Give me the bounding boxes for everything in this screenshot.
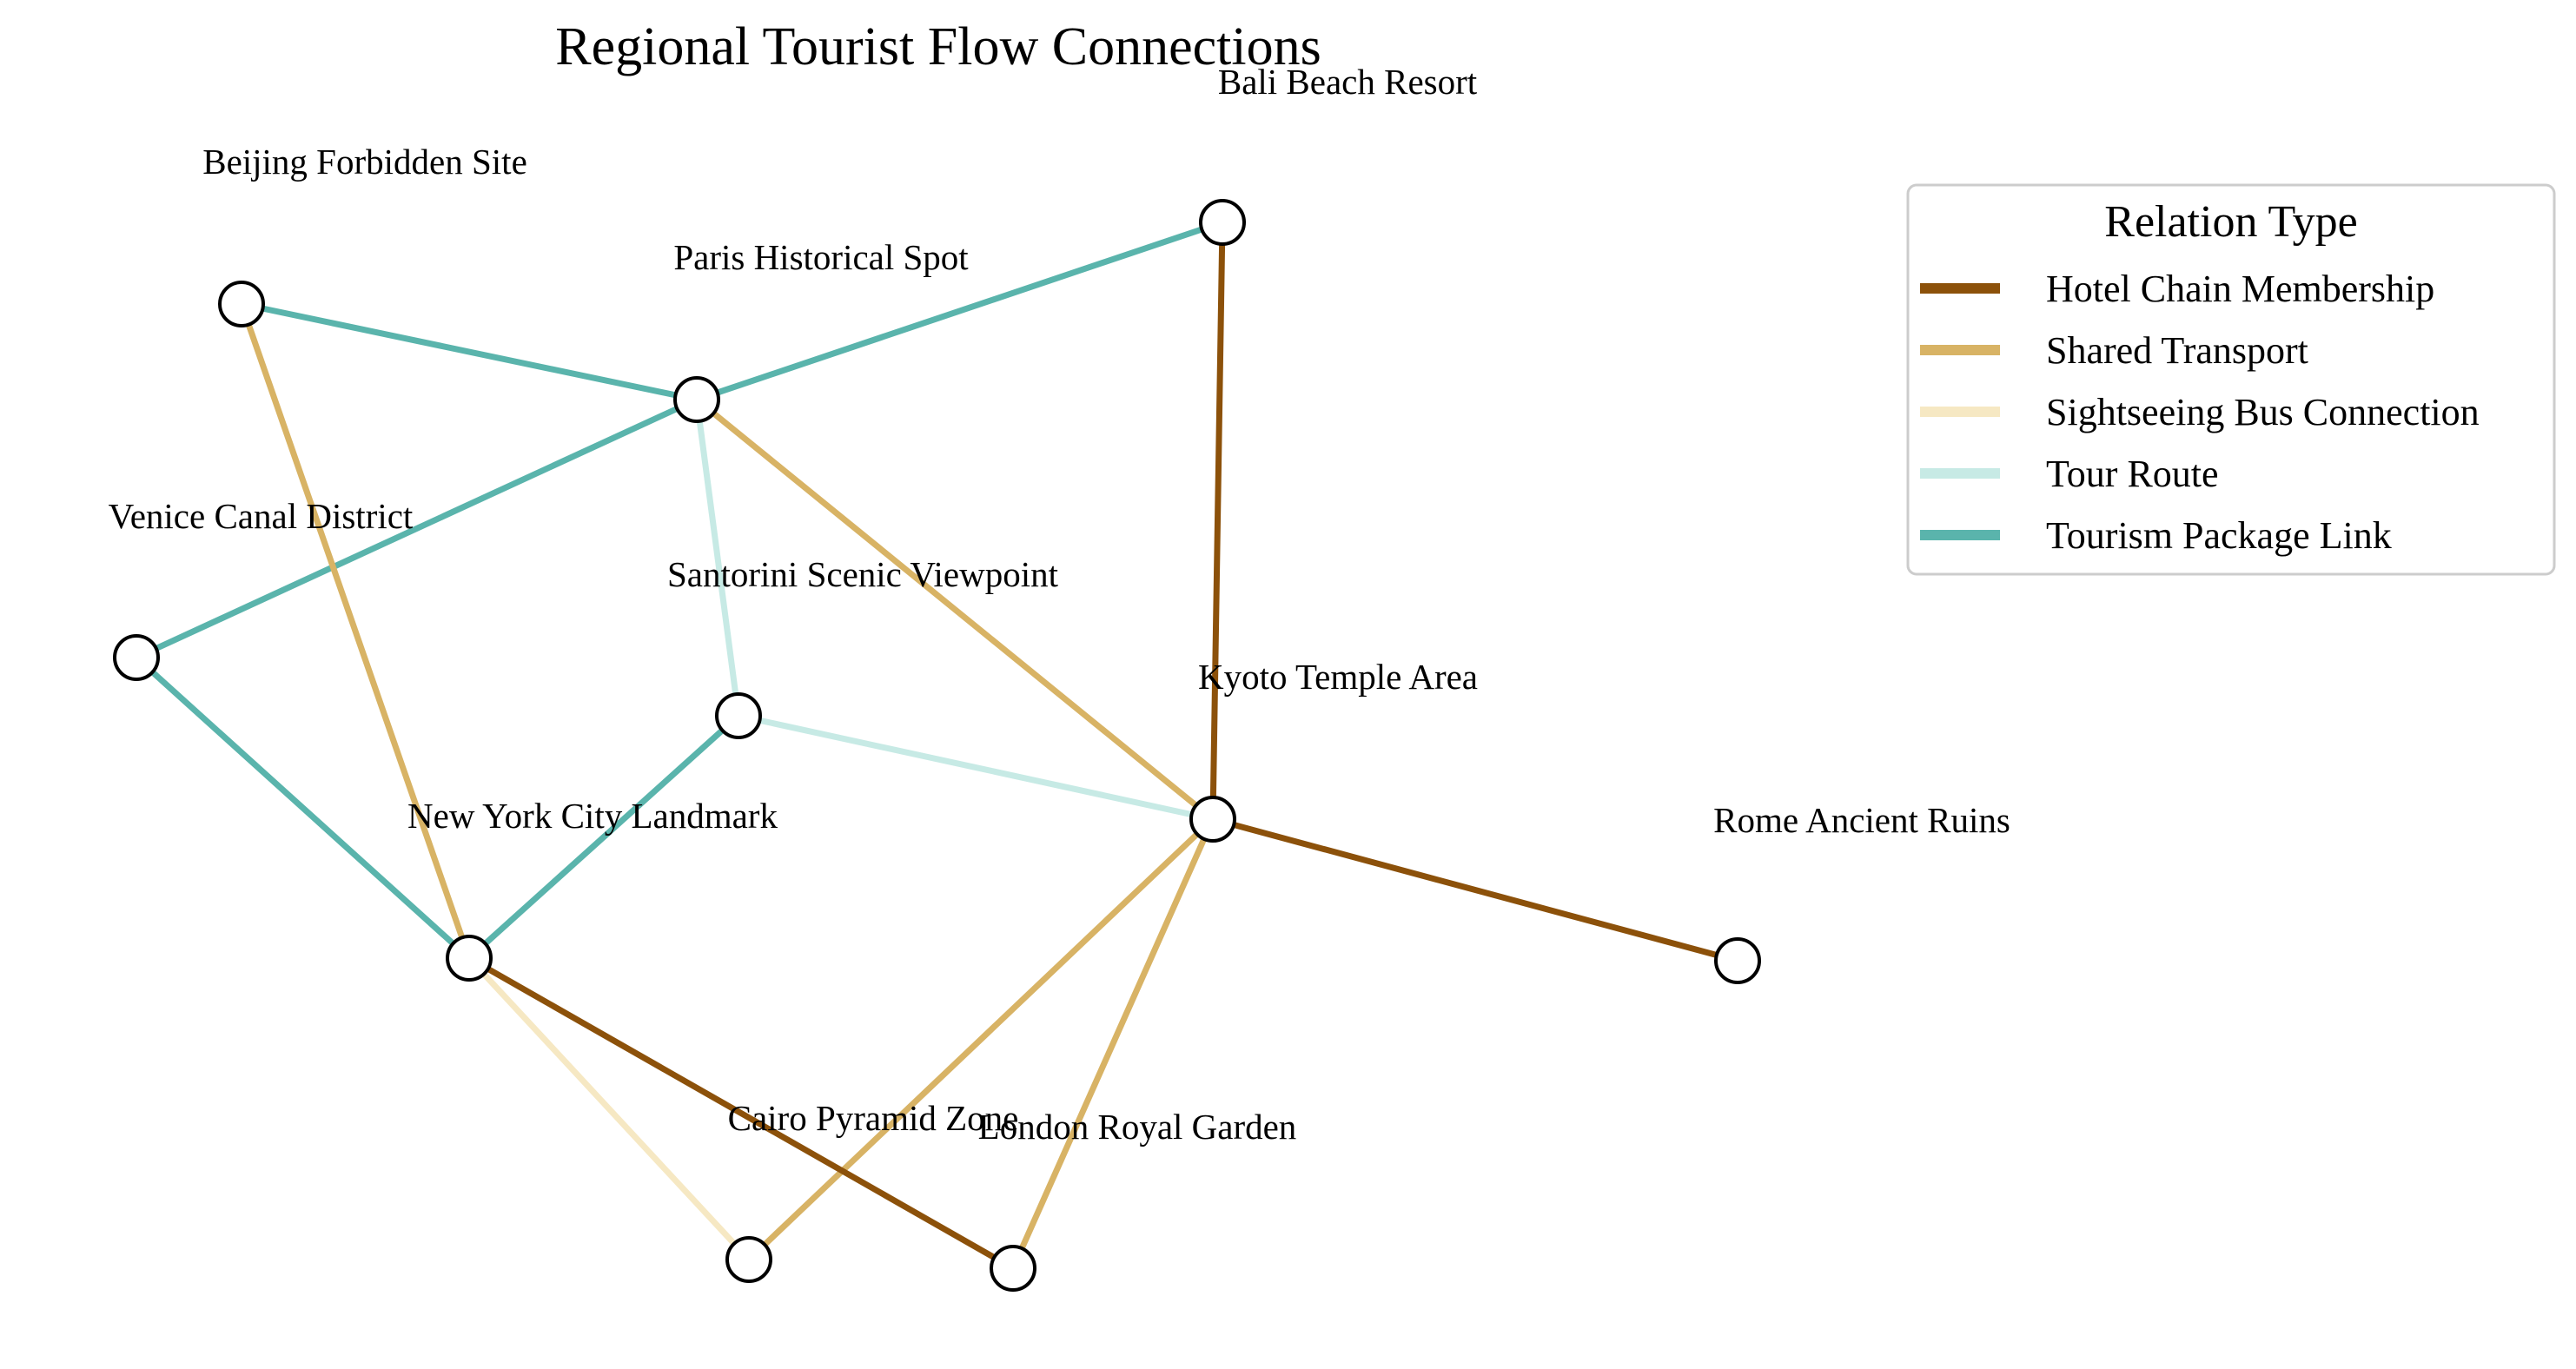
edge-kyoto-london — [1010, 816, 1216, 1272]
node-label-newyork: New York City Landmark — [407, 796, 778, 836]
legend-label-0: Hotel Chain Membership — [2046, 268, 2434, 310]
edge-paris-kyoto — [693, 396, 1216, 823]
node-beijing[interactable] — [218, 281, 265, 327]
edge-newyork-london — [466, 955, 1016, 1272]
node-venice[interactable] — [113, 634, 160, 681]
node-bali[interactable] — [1199, 199, 1246, 246]
legend-box — [1906, 183, 2556, 576]
legend-label-1: Shared Transport — [2046, 329, 2308, 372]
diagram-title: Regional Tourist Flow Connections — [555, 17, 1321, 76]
node-label-santorini: Santorini Scenic Viewpoint — [667, 554, 1059, 594]
edge-paris-venice — [133, 396, 700, 661]
edge-kyoto-cairo — [745, 816, 1216, 1263]
edge-kyoto-rome — [1209, 816, 1741, 964]
legend-items: Hotel Chain Membership Shared Transport Si… — [1920, 268, 2480, 557]
edge-beijing-paris — [238, 301, 700, 403]
node-paris[interactable] — [673, 376, 720, 423]
edge-paris-bali — [693, 219, 1226, 403]
node-london[interactable] — [990, 1245, 1036, 1292]
node-rome[interactable] — [1714, 937, 1761, 984]
edge-venice-newyork — [133, 654, 473, 962]
node-label-kyoto: Kyoto Temple Area — [1198, 657, 1478, 697]
edge-newyork-santorini — [466, 712, 742, 962]
edge-bali-kyoto — [1209, 219, 1226, 823]
edge-newyork-cairo — [466, 955, 752, 1263]
legend-label-4: Tourism Package Link — [2046, 514, 2392, 557]
node-newyork[interactable] — [446, 935, 493, 982]
node-label-rome: Rome Ancient Ruins — [1713, 800, 2010, 840]
node-label-paris: Paris Historical Spot — [673, 237, 969, 277]
node-label-cairo: Cairo Pyramid Zone — [728, 1098, 1019, 1138]
node-kyoto[interactable] — [1189, 796, 1236, 843]
edge-beijing-newyork — [238, 301, 473, 962]
legend-label-2: Sightseeing Bus Connection — [2046, 391, 2480, 433]
node-cairo[interactable] — [725, 1236, 772, 1283]
edges-layer — [133, 219, 1741, 1272]
node-label-london: London Royal Garden — [978, 1107, 1297, 1147]
legend-title: Relation Type — [2104, 197, 2357, 247]
node-label-venice: Venice Canal District — [109, 496, 414, 536]
node-label-bali: Bali Beach Resort — [1218, 62, 1478, 102]
legend: Relation Type Hotel Chain Membership Shar… — [1906, 183, 2556, 576]
node-label-beijing: Beijing Forbidden Site — [202, 142, 527, 182]
edge-santorini-kyoto — [735, 712, 1216, 823]
edge-paris-santorini — [693, 396, 742, 719]
legend-label-3: Tour Route — [2046, 453, 2219, 495]
nodes-layer: Bali Beach Resort Beijing Forbidden Site P… — [109, 62, 2010, 1292]
node-santorini[interactable] — [715, 692, 762, 739]
